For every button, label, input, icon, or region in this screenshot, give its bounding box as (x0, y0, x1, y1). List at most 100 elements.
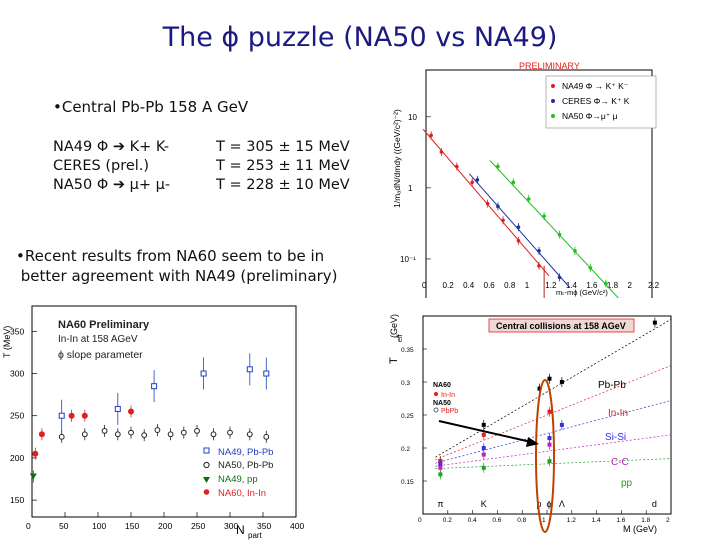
data-point (194, 428, 200, 434)
bullet2-line2: better agreement with NA49 (preliminary) (16, 267, 338, 285)
y-tick-label: 0.2 (401, 446, 410, 453)
x-tick-label: 1.8 (641, 517, 650, 524)
chart2-note: ϕ slope parameter (58, 349, 143, 361)
data-point (573, 249, 577, 253)
chart3-title: Central collisions at 158 AGeV (496, 321, 626, 331)
data-point (438, 472, 443, 477)
legend-entry: NA49, pp (218, 474, 258, 485)
data-point (263, 370, 270, 377)
legend-marker (203, 489, 210, 495)
row-na49: NA49 Φ ➔ K+ K- T = 305 ± 15 MeV (53, 138, 383, 157)
bullet-central-pbpb: •Central Pb-Pb 158 A GeV (53, 98, 249, 116)
x-tick-label: 50 (59, 521, 69, 531)
bullet-na60: •Recent results from NA60 seem to be in … (16, 246, 376, 286)
legend-entry: In-In (441, 392, 455, 399)
data-point (526, 197, 531, 201)
x-tick-label: 0.2 (443, 281, 455, 290)
data-point (32, 450, 39, 457)
plot-frame (31, 305, 297, 518)
x-tick-label: 400 (290, 521, 304, 531)
legend-marker (434, 392, 438, 396)
data-point (603, 281, 608, 286)
data-point (227, 429, 233, 436)
legend-marker (551, 99, 555, 103)
y-tick-label: 350 (10, 326, 24, 336)
y-tick-label: 10 (408, 113, 417, 122)
row-ceres: CERES (prel.) T = 253 ± 11 MeV (53, 157, 383, 176)
data-point (481, 422, 486, 427)
x-tick-label: 2 (666, 517, 670, 524)
data-point (263, 433, 270, 440)
bullet2-line1: •Recent results from NA60 seem to be in (16, 247, 325, 265)
x-tick-label: 1 (525, 281, 530, 290)
row-na50: NA50 Φ ➔ μ+ μ- T = 228 ± 10 MeV (53, 176, 383, 195)
data-point (496, 164, 500, 169)
legend-entry: NA50 Φ→μ⁺ μ (562, 111, 618, 121)
x-tick-label: 0 (26, 521, 31, 531)
data-point (652, 320, 657, 325)
x-tick-label: 0.4 (468, 517, 477, 524)
arrow-head (526, 437, 539, 447)
data-point (496, 204, 500, 209)
teff-mass-chart: T eff (GeV) Central collisions at 158 AG… (388, 314, 672, 534)
chart3-legend: NA60 In-In NA50 PbPb (433, 382, 458, 415)
y-tick-label: 0.15 (401, 479, 414, 486)
x-tick-label: 0 (422, 281, 427, 290)
data-point (516, 225, 521, 229)
x-tick-label: 1.2 (545, 281, 557, 290)
data-point (455, 164, 459, 169)
y-tick-label: 250 (10, 411, 24, 421)
fit-line (468, 173, 570, 288)
chart3-xlabel: M (GeV) (623, 524, 657, 534)
x-tick-label: 1.4 (566, 281, 578, 290)
slide-title: The ϕ puzzle (NA50 vs NA49) (162, 22, 558, 53)
data-point (557, 275, 562, 280)
x-tick-label: 2 (627, 281, 632, 290)
system-label: Pb-Pb (598, 380, 626, 391)
chart3-ylabel: T (388, 357, 400, 364)
data-point (246, 431, 253, 438)
legend-entry: NA60 (433, 382, 451, 389)
legend-box (545, 75, 657, 129)
data-point (114, 431, 121, 438)
particle-label: π (437, 499, 443, 509)
legend-marker (551, 114, 555, 118)
x-tick-label: 0 (418, 517, 422, 524)
phi-highlight-ellipse (535, 379, 555, 533)
y-tick-label: 0.25 (401, 413, 414, 420)
data-point (200, 370, 207, 377)
row-label: NA49 Φ ➔ K+ K- (53, 139, 170, 155)
x-tick-label: 0.4 (463, 281, 475, 290)
y-tick-label: 0.35 (401, 347, 414, 354)
temperature-table: NA49 Φ ➔ K+ K- T = 305 ± 15 MeV CERES (p… (53, 138, 383, 195)
mt-spectrum-chart: PRELIMINARY 1/mₐdN/dmdy ((GeV/c²)⁻²) mₜ-… (392, 61, 660, 298)
chart1-title: PRELIMINARY (519, 61, 580, 71)
data-point (537, 264, 541, 268)
data-point (429, 133, 433, 138)
legend-entry: NA49 Φ → K⁺ K⁻ (562, 81, 629, 91)
data-point (537, 249, 541, 253)
chart2-subtitle: In-In at 158 AGeV (58, 334, 138, 345)
legend-marker (203, 461, 210, 469)
chart2-ylabel: T (MeV) (2, 326, 12, 358)
y-tick-label: 300 (10, 369, 24, 379)
x-tick-label: 1.4 (592, 517, 601, 524)
x-tick-label: 0.8 (517, 517, 526, 524)
system-label: Si-Si (605, 432, 626, 443)
particle-label: K (481, 499, 487, 509)
chart2-xlabel-sub: part (248, 531, 263, 540)
data-point (559, 422, 564, 427)
chart1-xlabel: mₜ-mϕ (GeV/c²) (556, 288, 608, 297)
x-tick-label: 1.6 (616, 517, 625, 524)
legend-entry: NA50, Pb-Pb (218, 460, 273, 471)
legend-entry: CERES Φ→ K⁺ K (562, 96, 630, 106)
data-point (588, 266, 593, 270)
data-point (475, 177, 480, 182)
data-point (559, 380, 564, 384)
chart2-xlabel: N (236, 523, 245, 537)
x-tick-label: 250 (191, 521, 205, 531)
data-point (542, 214, 546, 218)
legend-marker (203, 477, 210, 483)
x-tick-label: 300 (224, 521, 238, 531)
data-point (151, 383, 158, 390)
